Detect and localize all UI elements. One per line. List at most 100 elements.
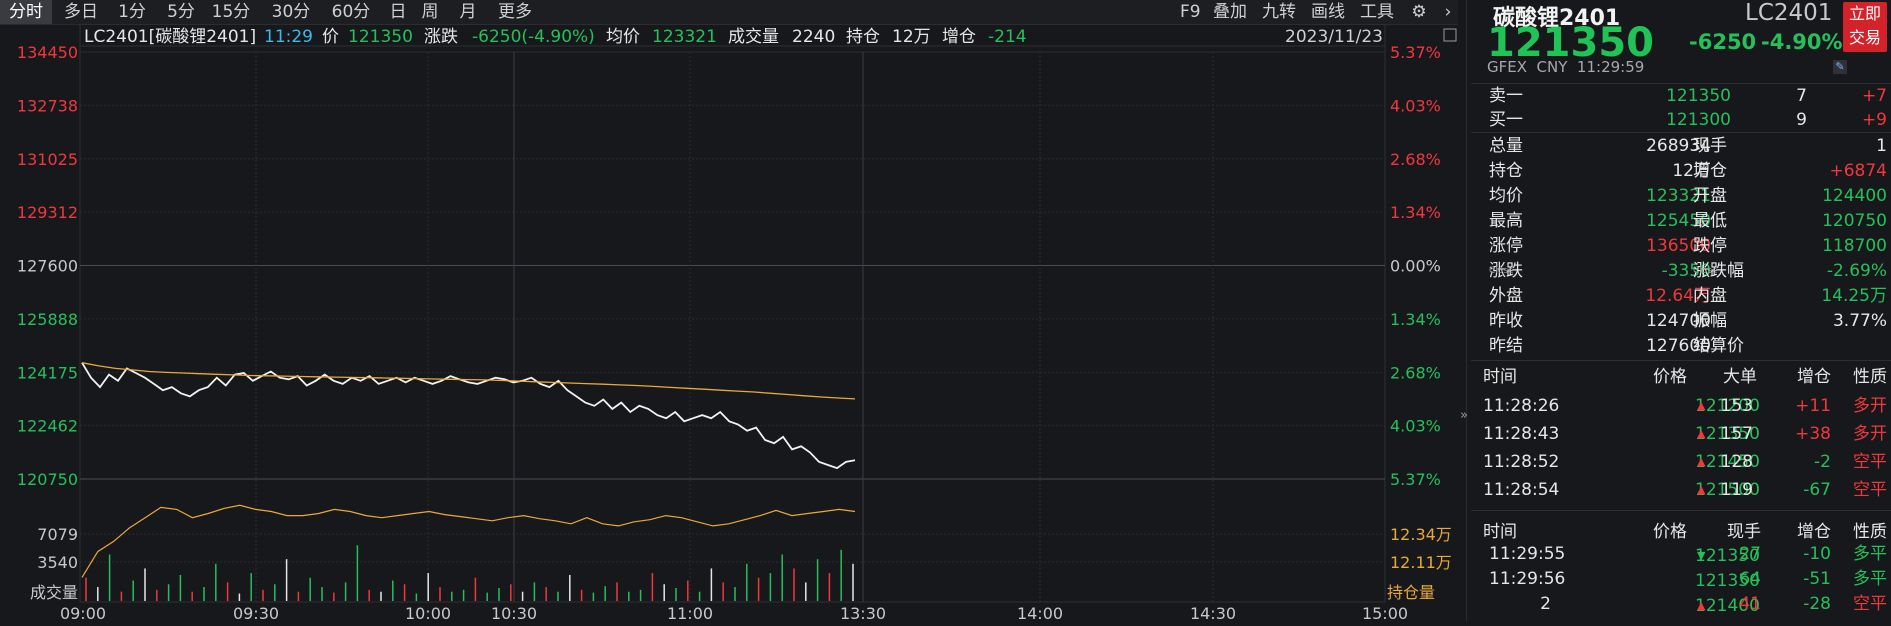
stat-row: 昨收 124700 振幅 3.77%	[1467, 309, 1891, 334]
orderbook-row[interactable]: 买一 121300 9 +9	[1467, 108, 1891, 133]
big-order-row[interactable]: 11:28:43 121350 ▲ 157 +38 多开	[1467, 420, 1891, 448]
time-tick-label: 10:00	[405, 604, 451, 621]
big-order-row[interactable]: 11:28:26 121200 ▲ 153 +11 多开	[1467, 392, 1891, 420]
time-tick-label: 14:00	[1017, 604, 1063, 621]
orderbook-row[interactable]: 卖一 121350 7 +7	[1467, 84, 1891, 109]
orderbook-qty: 7	[1796, 86, 1807, 106]
infobar-change-label: 涨跌	[424, 27, 458, 47]
column-header: 价格	[1653, 522, 1687, 542]
tick-qty: 27	[1739, 544, 1761, 564]
price-tick-label: 129312	[17, 203, 78, 222]
order-nature: 空平	[1853, 480, 1887, 500]
up-arrow-icon: ▲	[1697, 399, 1706, 412]
period-tab-5[interactable]: 30分	[271, 2, 311, 22]
column-header: 性质	[1853, 522, 1887, 542]
trade-now-button[interactable]: 立即 交易	[1843, 2, 1887, 52]
pct-tick-label: 4.03%	[1390, 96, 1441, 115]
period-tab-10[interactable]: 更多	[498, 2, 532, 22]
stat-value: 136500	[1646, 236, 1711, 256]
time-tick-label: 10:30	[491, 604, 537, 621]
pct-tick-label: 5.37%	[1390, 470, 1441, 489]
chart-frame	[79, 23, 1386, 603]
stat-row: 总量 268934 现手 1	[1467, 134, 1891, 159]
stat-value: +6874	[1829, 161, 1887, 181]
period-tab-3[interactable]: 5分	[167, 2, 195, 22]
period-tab-9[interactable]: 月	[459, 2, 477, 22]
period-tab-4[interactable]: 15分	[211, 2, 251, 22]
tick-row[interactable]: 11:29:55 121350 ▼ 27 -10 多平	[1467, 542, 1891, 567]
tool-button-3[interactable]: 画线	[1311, 2, 1345, 22]
tool-button-0[interactable]: F9	[1180, 2, 1201, 22]
period-tab-2[interactable]: 1分	[118, 2, 146, 22]
period-tab-7[interactable]: 日	[389, 2, 407, 22]
time-tick-label: 13:30	[840, 604, 886, 621]
time-tick-label: 15:00	[1362, 604, 1408, 621]
stat-value: 124400	[1822, 186, 1887, 206]
order-time: 11:28:26	[1483, 396, 1560, 416]
oi-tick-label: 12.11万	[1390, 553, 1452, 572]
edit-icon[interactable]: ✎	[1833, 60, 1847, 74]
infobar-time: 11:29	[264, 27, 313, 47]
stat-value: 123321	[1646, 186, 1711, 206]
time-tick-label: 14:30	[1190, 604, 1236, 621]
intraday-chart-canvas[interactable]: LC2401[碳酸锂2401] 11:29 价 121350 涨跌 -6250(-4.90…	[0, 23, 1458, 623]
period-tab-8[interactable]: 周	[421, 2, 439, 22]
gear-icon[interactable]: ⚙	[1411, 2, 1427, 22]
chevron-right-icon[interactable]: ›	[1444, 2, 1452, 22]
stat-row: 外盘 12.64万 内盘 14.25万	[1467, 284, 1891, 309]
order-time: 11:28:43	[1483, 424, 1560, 444]
stat-value: 127600	[1646, 336, 1711, 356]
period-tab-1[interactable]: 多日	[64, 2, 98, 22]
last-price: 121350	[1487, 20, 1654, 66]
tick-time: 11:29:55	[1489, 544, 1566, 564]
stat-value: 124700	[1646, 311, 1711, 331]
tick-row[interactable]: 11:29:56 121350▲ 64 -51 多平	[1489, 569, 1887, 591]
tool-button-4[interactable]: 工具	[1360, 2, 1394, 22]
tool-button-1[interactable]: 叠加	[1213, 2, 1247, 22]
intraday-chart[interactable]: LC2401[碳酸锂2401] 11:29 价 121350 涨跌 -6250(-4.90…	[0, 23, 1458, 623]
orderbook-delta: +7	[1861, 86, 1887, 106]
contract-code: LC2401	[1745, 0, 1833, 26]
up-arrow-icon: ▲	[1697, 483, 1706, 496]
up-arrow-icon: ▲	[1697, 455, 1706, 468]
tick-nature: 多平	[1853, 544, 1887, 564]
pct-tick-label: 2.68%	[1390, 150, 1441, 169]
infobar-oi-label: 持仓	[846, 27, 880, 47]
tick-header: 时间 价格 现手 增仓 性质	[1467, 518, 1891, 546]
infobar-oi-change: -214	[988, 27, 1027, 47]
order-nature: 多开	[1853, 424, 1887, 444]
column-header: 增仓	[1797, 522, 1831, 542]
big-order-row[interactable]: 11:28:54 121500 ▲ 119 -67 空平	[1467, 476, 1891, 504]
trade-now-label-2: 交易	[1848, 28, 1881, 47]
tick-row[interactable]: 2 121400 ▲ 41 -28 空平	[1467, 592, 1891, 617]
price-tick-label: 127600	[17, 257, 78, 276]
orderbook-label: 买一	[1489, 110, 1523, 130]
stat-row: 昨结 127600 结算价	[1467, 334, 1891, 359]
stat-row: 涨停 136500 跌停 118700	[1467, 234, 1891, 259]
divider	[1471, 83, 1891, 84]
layout-icon[interactable]	[1443, 28, 1457, 42]
collapse-panel-icon[interactable]: »	[1460, 408, 1468, 423]
tick-qty: 41	[1739, 594, 1761, 614]
divider	[1471, 360, 1891, 361]
order-size: 157	[1720, 424, 1753, 444]
divider	[1471, 132, 1891, 133]
period-tab-0[interactable]: 分时	[0, 0, 52, 24]
infobar-price: 121350	[348, 27, 413, 47]
volume-axis-label: 成交量	[30, 583, 78, 602]
stat-row: 最高 125450 最低 120750	[1467, 209, 1891, 234]
price-tick-label: 122462	[17, 417, 78, 436]
infobar-oi: 12万	[892, 27, 931, 47]
tick-nature: 空平	[1853, 594, 1887, 614]
price-tick-label: 124175	[17, 363, 78, 382]
stat-row: 涨跌 Close -3350 涨跌幅 Close -2.69%	[1467, 259, 1891, 284]
column-header: 增仓	[1797, 367, 1831, 387]
order-size: 128	[1720, 452, 1753, 472]
tool-button-2[interactable]: 九转	[1262, 2, 1296, 22]
big-order-row[interactable]: 11:28:52 121450 ▲ 128 -2 空平	[1467, 448, 1891, 476]
tick-oi-change: -10	[1803, 544, 1831, 564]
orderbook-label: 卖一	[1489, 86, 1523, 106]
period-tab-6[interactable]: 60分	[331, 2, 371, 22]
divider	[1471, 510, 1891, 511]
contract-name: 碳酸锂2401	[1493, 6, 1621, 31]
